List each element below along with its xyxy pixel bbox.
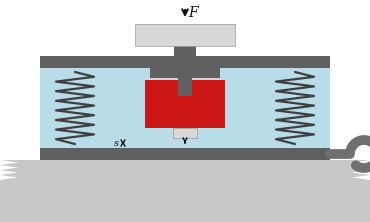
Bar [174,46,196,56]
Text: F: F [188,6,198,20]
Bar [150,56,220,78]
Bar [40,148,330,160]
Bar [173,128,197,138]
Bar [178,78,192,96]
Bar [40,68,330,148]
Bar [178,80,192,96]
Bar [135,24,235,46]
Bar [40,56,330,68]
Text: s: s [114,139,119,147]
Polygon shape [0,160,370,222]
Bar [145,80,225,128]
